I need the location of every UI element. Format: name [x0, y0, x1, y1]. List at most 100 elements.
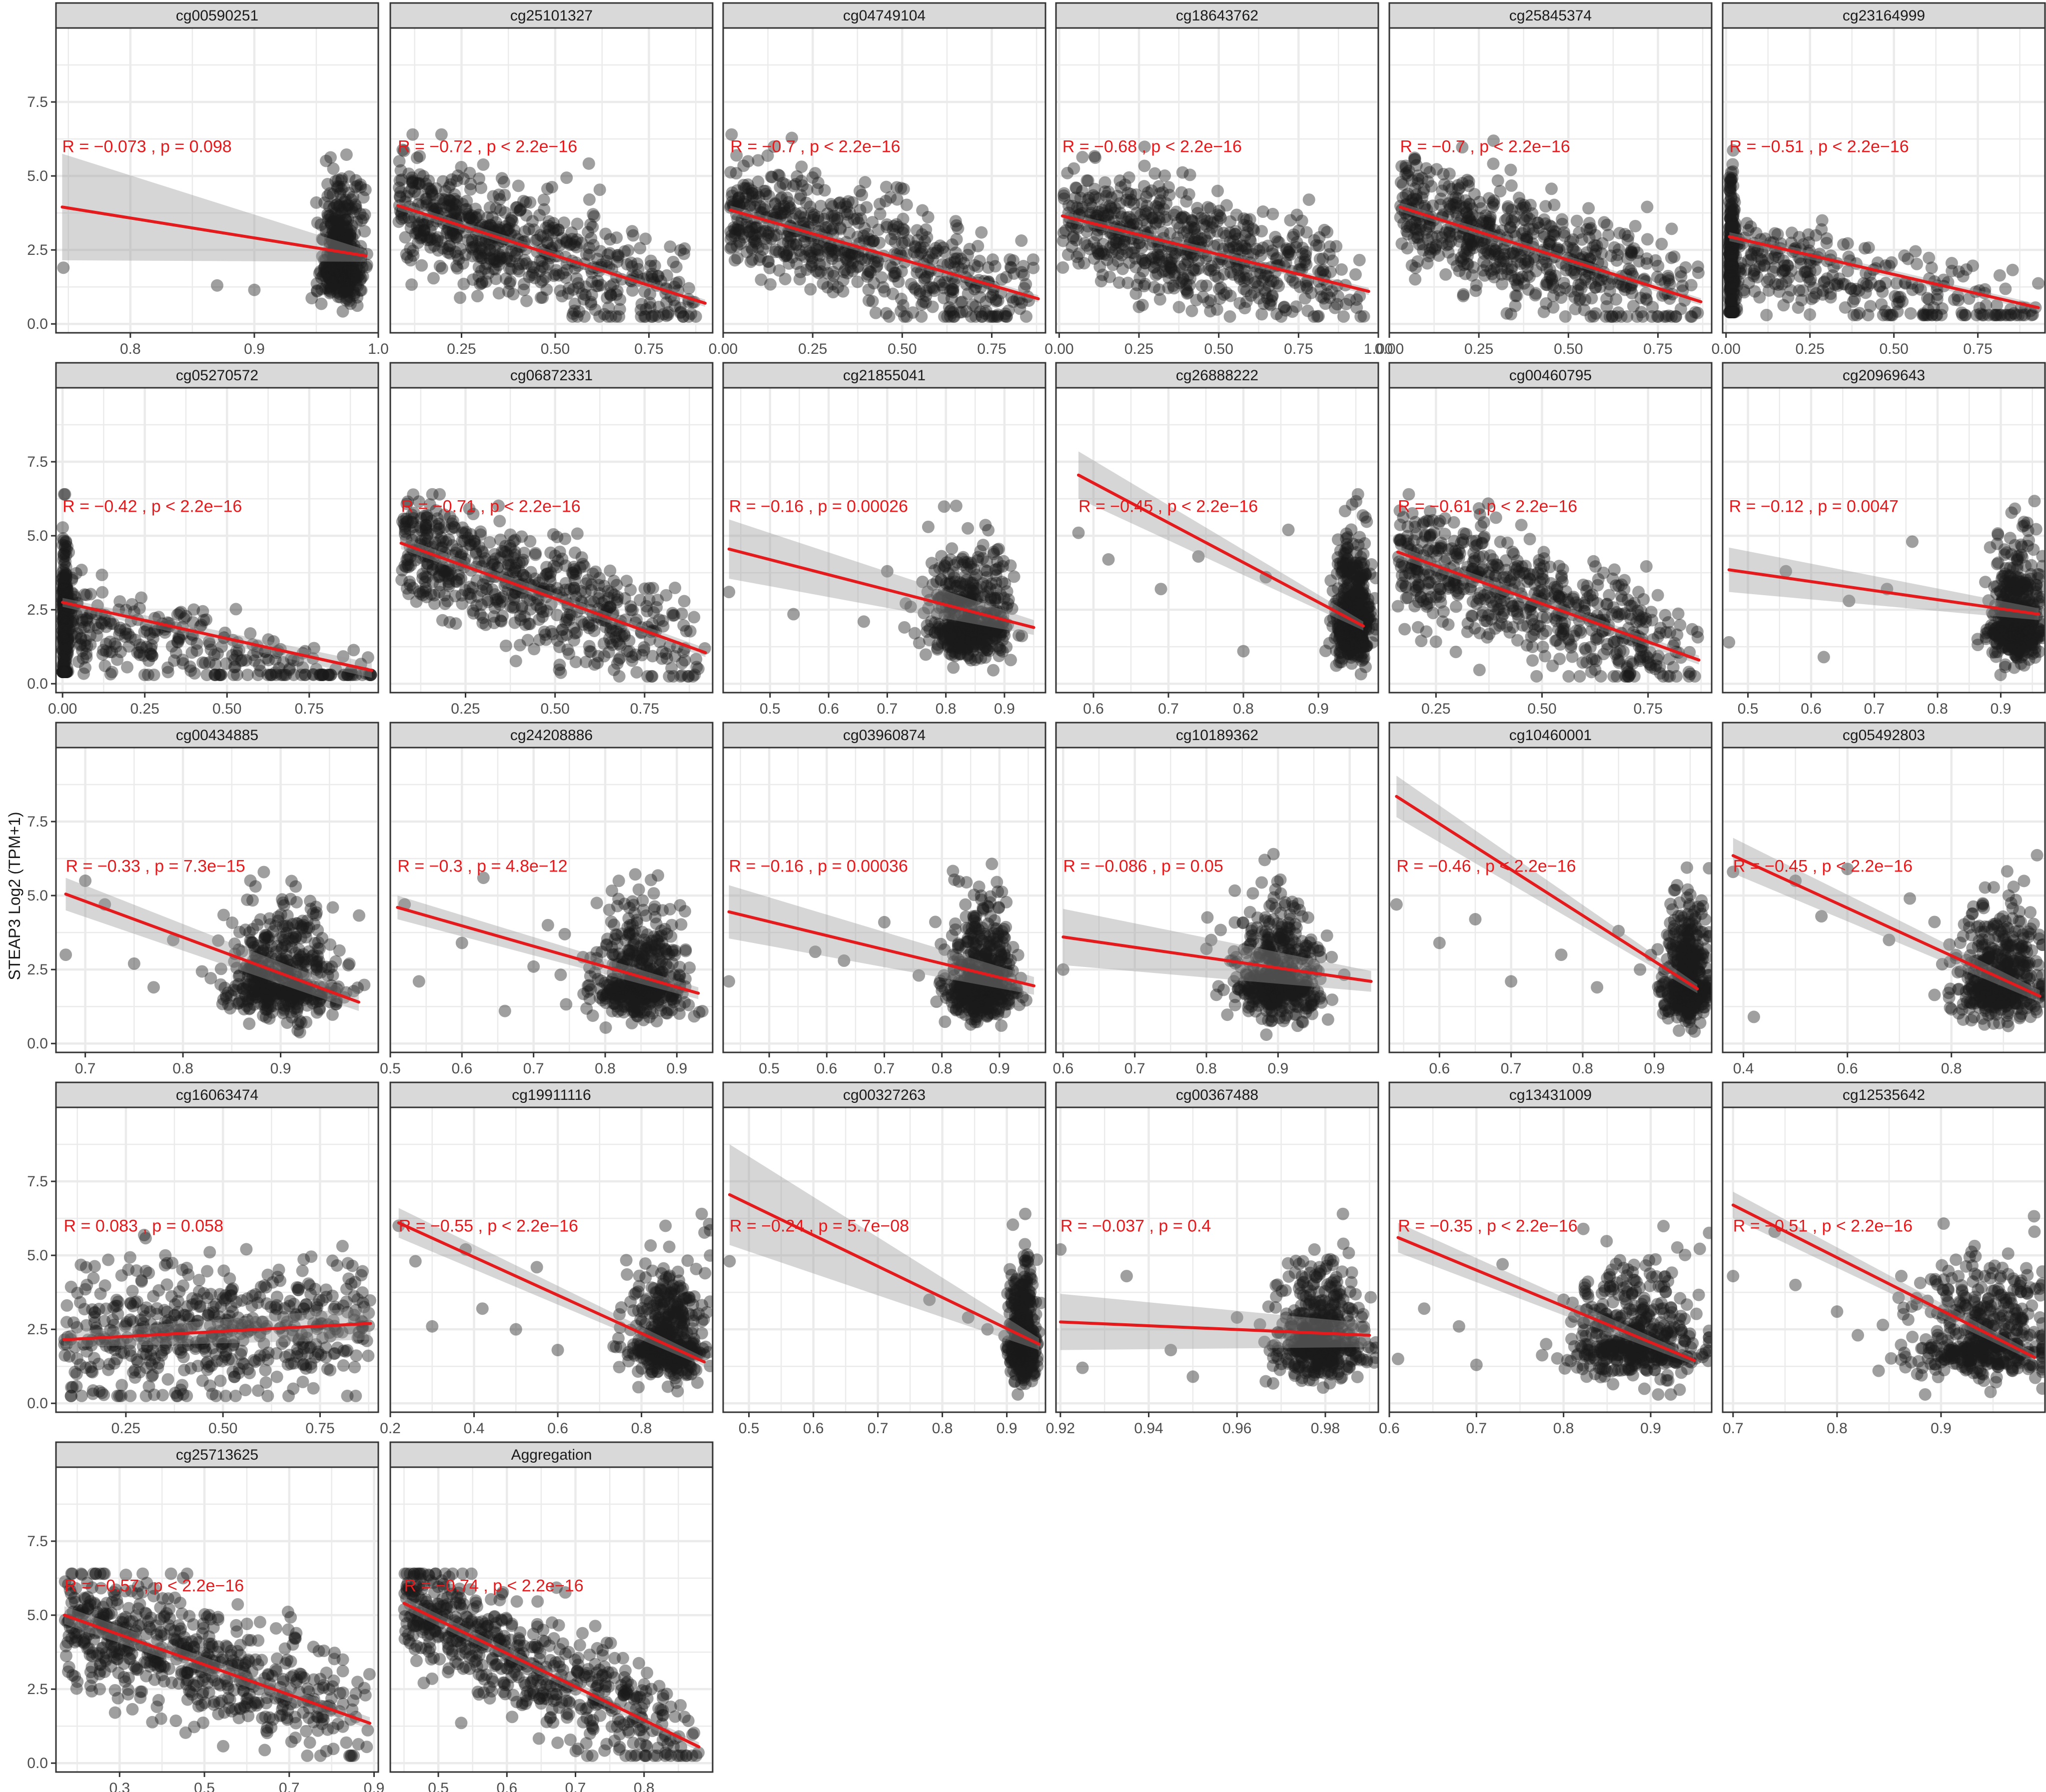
data-point	[400, 248, 413, 261]
data-point	[340, 261, 353, 274]
data-point	[330, 272, 343, 285]
data-point	[329, 229, 342, 242]
data-point	[1152, 197, 1165, 210]
data-point	[730, 167, 743, 180]
data-point	[1129, 252, 1142, 265]
data-point	[914, 241, 927, 254]
data-point	[1164, 256, 1177, 269]
x-tick-label: 0.75	[630, 701, 659, 717]
data-point	[337, 233, 350, 246]
data-point	[1187, 262, 1200, 275]
data-point	[577, 618, 590, 631]
data-point	[466, 233, 479, 246]
data-point	[1751, 271, 1764, 284]
data-point	[897, 226, 910, 239]
data-point	[354, 207, 367, 220]
data-point	[327, 237, 340, 250]
data-point	[467, 240, 480, 253]
data-point	[473, 234, 486, 247]
data-point	[1087, 252, 1100, 265]
data-point	[590, 279, 603, 292]
data-point	[449, 590, 462, 603]
facet-title: cg21855041	[843, 367, 926, 384]
data-point	[862, 268, 875, 281]
data-point	[211, 279, 223, 292]
data-point	[334, 269, 347, 282]
data-point	[728, 254, 741, 267]
data-point	[568, 584, 581, 597]
data-point	[329, 274, 342, 287]
data-point	[1213, 209, 1226, 222]
data-point	[458, 534, 471, 547]
data-point	[426, 202, 439, 215]
data-point	[490, 255, 503, 268]
data-point	[1071, 201, 1084, 214]
data-point	[937, 241, 950, 254]
data-point	[450, 231, 463, 244]
data-point	[890, 181, 903, 194]
data-point	[1641, 233, 1654, 246]
data-point	[1112, 236, 1125, 249]
data-point	[1409, 261, 1422, 274]
y-tick-label: 2.5	[27, 602, 48, 618]
data-point	[413, 224, 426, 237]
data-point	[323, 187, 336, 200]
data-point	[1208, 239, 1221, 252]
data-point	[1237, 218, 1250, 231]
data-point	[660, 296, 673, 309]
data-point	[817, 277, 830, 290]
data-point	[724, 199, 737, 212]
data-point	[1171, 231, 1184, 244]
data-point	[356, 260, 369, 273]
data-point	[601, 310, 614, 323]
data-point	[349, 279, 362, 292]
data-point	[1508, 273, 1521, 286]
data-point	[347, 263, 360, 276]
data-point	[1096, 268, 1109, 281]
data-point	[790, 257, 803, 270]
data-point	[655, 275, 668, 288]
data-point	[429, 232, 442, 245]
data-point	[1158, 169, 1171, 182]
data-point	[310, 277, 323, 290]
data-point	[915, 245, 928, 258]
data-point	[525, 260, 538, 273]
data-point	[751, 221, 764, 234]
data-point	[625, 256, 638, 269]
data-point	[499, 639, 512, 652]
data-point	[1093, 260, 1106, 273]
data-point	[933, 275, 946, 288]
data-point	[347, 644, 360, 657]
x-tick-label: 0.75	[977, 341, 1006, 357]
data-point	[537, 193, 550, 206]
data-point	[1140, 190, 1153, 203]
data-point	[765, 232, 778, 245]
data-point	[330, 254, 343, 267]
data-point	[395, 206, 408, 219]
data-point	[725, 229, 738, 242]
data-point	[1258, 271, 1271, 284]
data-point	[1165, 252, 1178, 265]
data-point	[406, 176, 419, 189]
data-point	[325, 280, 338, 293]
data-point	[892, 275, 905, 288]
data-point	[1057, 192, 1070, 205]
data-point	[1186, 215, 1199, 228]
data-point	[1098, 185, 1111, 198]
data-point	[332, 264, 345, 277]
data-point	[1138, 180, 1151, 193]
data-point	[327, 250, 340, 263]
data-point	[777, 207, 790, 220]
data-point	[450, 174, 463, 187]
data-point	[755, 273, 768, 286]
data-point	[464, 177, 477, 190]
data-point	[1222, 242, 1235, 255]
data-point	[1000, 310, 1013, 323]
data-point	[450, 232, 463, 245]
data-point	[1321, 225, 1334, 238]
data-point	[1331, 290, 1344, 303]
data-point	[1188, 222, 1201, 235]
data-point	[896, 236, 909, 249]
data-point	[880, 307, 893, 320]
data-point	[662, 306, 675, 319]
